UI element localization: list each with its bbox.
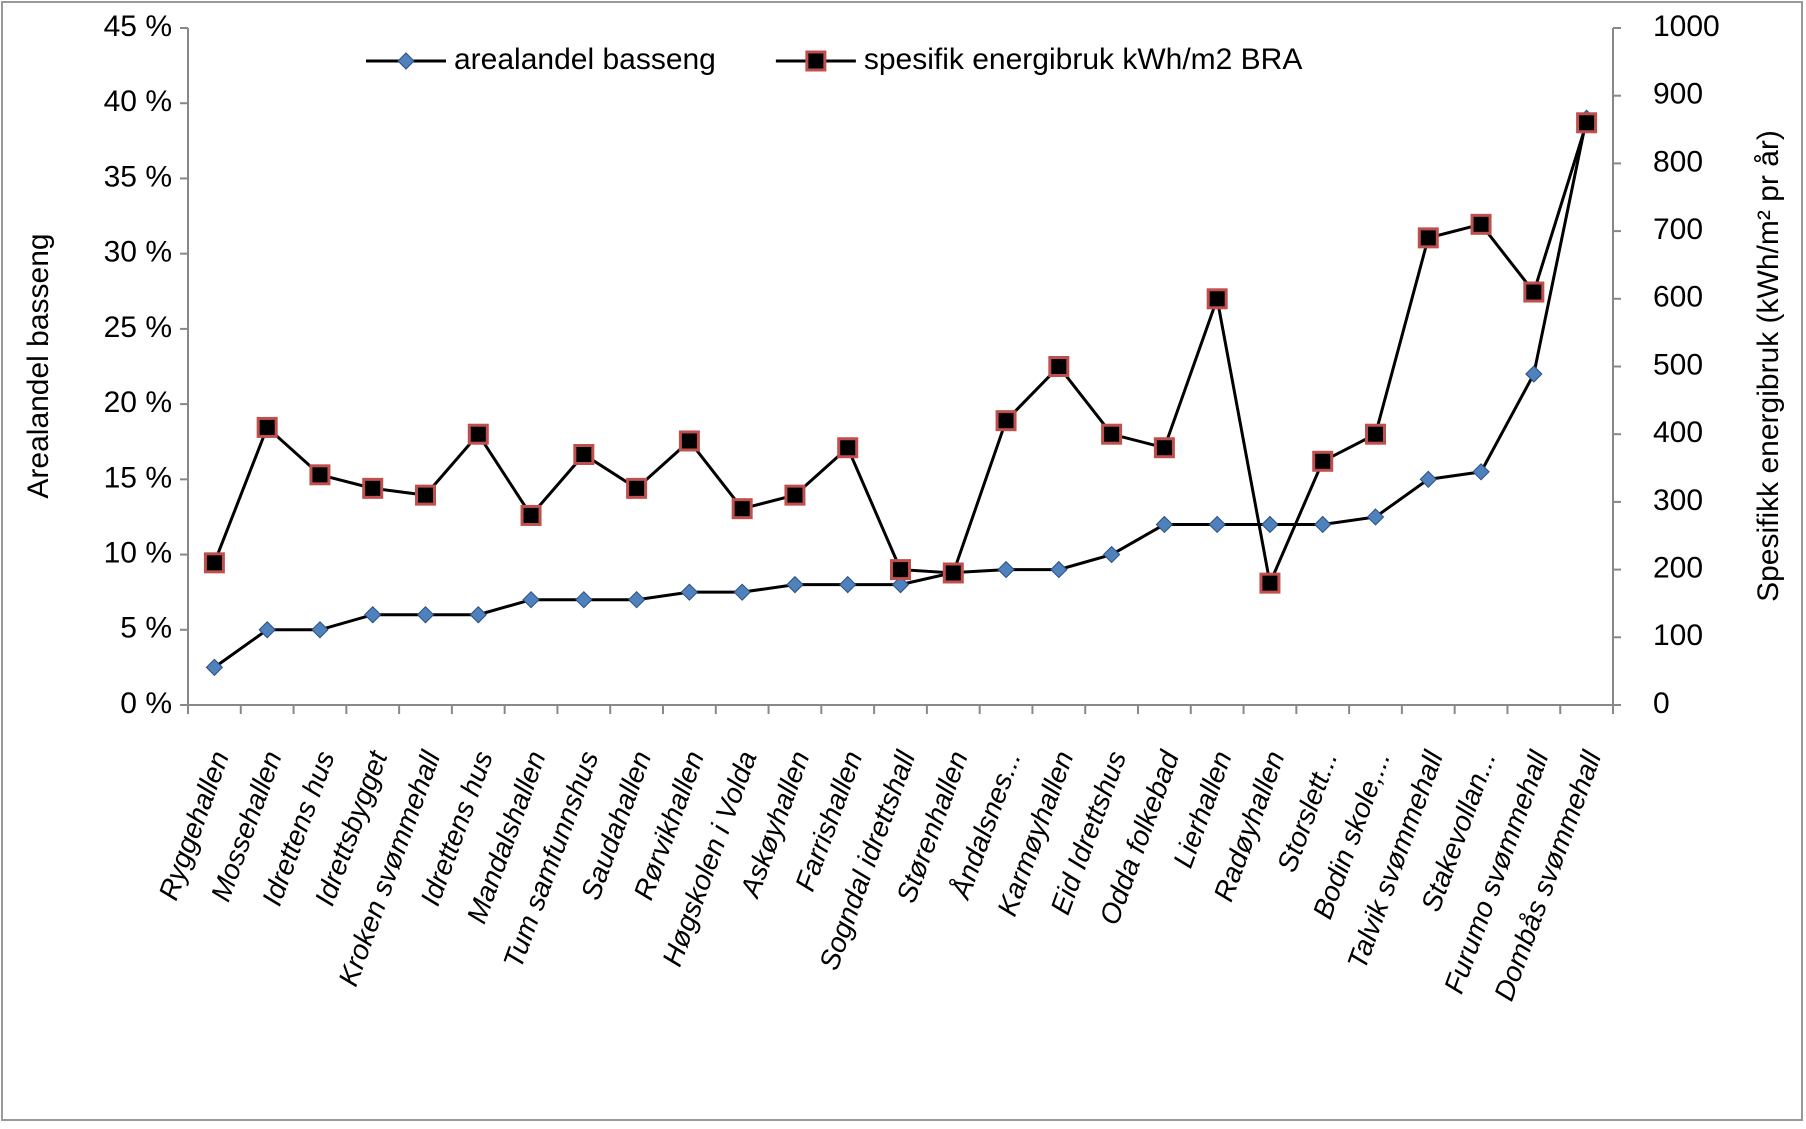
data-point <box>258 621 276 639</box>
y2-tick-label: 900 <box>1653 78 1703 111</box>
data-point <box>942 562 964 584</box>
data-point <box>256 416 278 438</box>
data-point <box>626 477 648 499</box>
data-point <box>364 606 382 624</box>
data-point <box>1470 213 1492 235</box>
data-point <box>784 484 806 506</box>
data-point <box>1576 112 1598 134</box>
y2-tick-label: 600 <box>1653 281 1703 314</box>
y-tick-label: 40 % <box>104 85 172 118</box>
data-point <box>203 552 225 574</box>
y2-tick-label: 0 <box>1653 687 1670 720</box>
y2-tick-label: 500 <box>1653 348 1703 381</box>
y2-axis-label: Spesifikk energibruk (kWh/m² pr år) <box>1752 130 1785 602</box>
data-point <box>1366 508 1385 526</box>
y2-tick-label: 800 <box>1653 145 1703 178</box>
y2-tick-label: 1000 <box>1653 10 1720 43</box>
data-point <box>1048 356 1070 377</box>
legend-label: spesifik energibruk kWh/m2 BRA <box>864 43 1303 76</box>
data-point <box>1050 560 1068 579</box>
data-point <box>467 423 489 445</box>
y-tick-label: 45 % <box>104 10 172 43</box>
y-tick-label: 5 % <box>120 612 172 645</box>
data-point <box>1365 423 1386 445</box>
y-tick-label: 0 % <box>120 687 172 720</box>
legend-marker <box>397 52 415 70</box>
y2-tick-label: 200 <box>1653 552 1703 585</box>
data-point <box>1314 515 1332 534</box>
data-point <box>1101 423 1123 445</box>
data-point <box>891 575 910 594</box>
data-point <box>839 575 857 594</box>
y2-tick-label: 300 <box>1653 484 1703 517</box>
data-point <box>1472 463 1490 481</box>
data-point <box>205 658 224 677</box>
y-tick-label: 35 % <box>104 160 172 193</box>
y-tick-label: 30 % <box>104 236 172 269</box>
data-point <box>627 590 646 609</box>
y2-tick-label: 100 <box>1653 619 1703 652</box>
data-point <box>469 606 487 624</box>
data-point <box>1525 365 1543 383</box>
y2-tick-label: 400 <box>1653 416 1703 449</box>
data-point <box>997 560 1015 579</box>
y2-tick-label: 700 <box>1653 213 1703 246</box>
data-point <box>1261 515 1279 534</box>
data-point <box>1206 288 1228 310</box>
data-point <box>415 484 436 506</box>
data-point <box>995 410 1017 432</box>
data-point <box>1419 470 1437 489</box>
y-tick-label: 10 % <box>104 536 172 569</box>
data-point <box>786 575 804 594</box>
data-point <box>522 590 540 609</box>
data-point <box>1523 281 1545 303</box>
data-point <box>1208 515 1226 534</box>
data-point <box>1102 545 1121 564</box>
data-point <box>311 621 329 639</box>
y-axis-label: Arealandel basseng <box>22 233 55 498</box>
y-tick-label: 25 % <box>104 311 172 344</box>
y-tick-label: 20 % <box>104 386 172 419</box>
data-point <box>1259 572 1281 594</box>
data-point <box>680 583 699 601</box>
data-point <box>575 590 593 609</box>
data-point <box>1153 437 1175 459</box>
data-point <box>1155 515 1174 534</box>
y-tick-label: 15 % <box>104 461 172 494</box>
data-point <box>573 444 595 466</box>
data-point <box>1312 450 1334 472</box>
data-point <box>678 430 700 452</box>
data-point <box>890 559 911 581</box>
data-point <box>309 464 331 486</box>
data-point <box>362 477 384 499</box>
data-point <box>837 437 859 459</box>
data-point <box>520 504 542 526</box>
data-point <box>731 498 753 520</box>
data-point <box>733 583 751 601</box>
legend-marker <box>805 50 827 72</box>
legend-label: arealandel basseng <box>454 43 716 76</box>
data-point <box>1417 227 1439 249</box>
data-point <box>416 606 435 624</box>
